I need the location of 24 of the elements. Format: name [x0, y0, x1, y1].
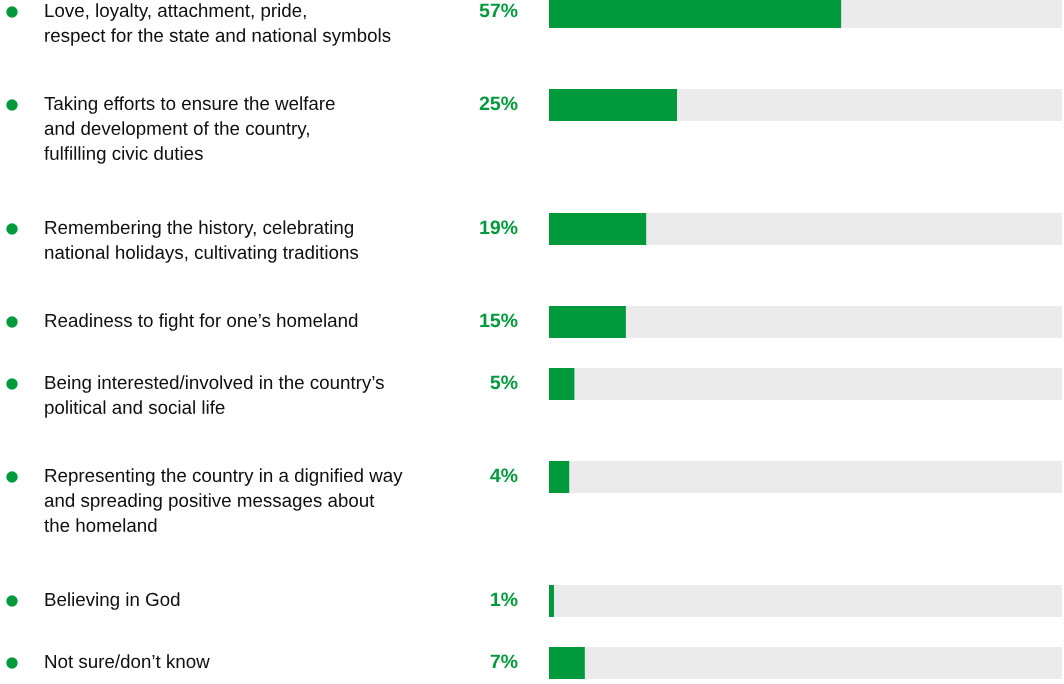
y-tick-label: Believing in God [45, 592, 180, 610]
bar [584, 647, 1062, 679]
data-label: 5% [490, 375, 518, 390]
y-tick-label: Not sure/don’t know [45, 654, 210, 669]
data-label: 57% [479, 3, 518, 18]
y-tick-label: Remembering the history, celebrating national holidays, cultivating traditions [45, 220, 359, 263]
y-tick-label: Taking efforts to ensure the welfare and development of the country, fulfilling civic duties [44, 96, 335, 164]
bar [549, 647, 585, 679]
y-tick-label: Being interested/involved in the country’s political and social life [45, 375, 384, 418]
data-label: 1% [491, 592, 518, 607]
bar [677, 89, 1062, 121]
bar [569, 461, 1062, 493]
y-tick-label: Representing the country in a dignified way and spreading positive messages about the homeland [44, 468, 403, 532]
y-tick-label: Love, loyalty, attachment, pride, respect for the state and national symbols [45, 3, 391, 46]
bar [574, 368, 1062, 400]
data-label: 4% [490, 468, 518, 483]
data-label: 15% [480, 313, 518, 328]
bar [549, 89, 678, 121]
data-label: 7% [490, 654, 518, 669]
data-label: 19% [480, 220, 518, 235]
y-tick-label: Readiness to fight for one’s homeland [45, 313, 358, 331]
data-label: 25% [479, 96, 518, 111]
bar [549, 368, 575, 400]
bar [549, 461, 570, 493]
